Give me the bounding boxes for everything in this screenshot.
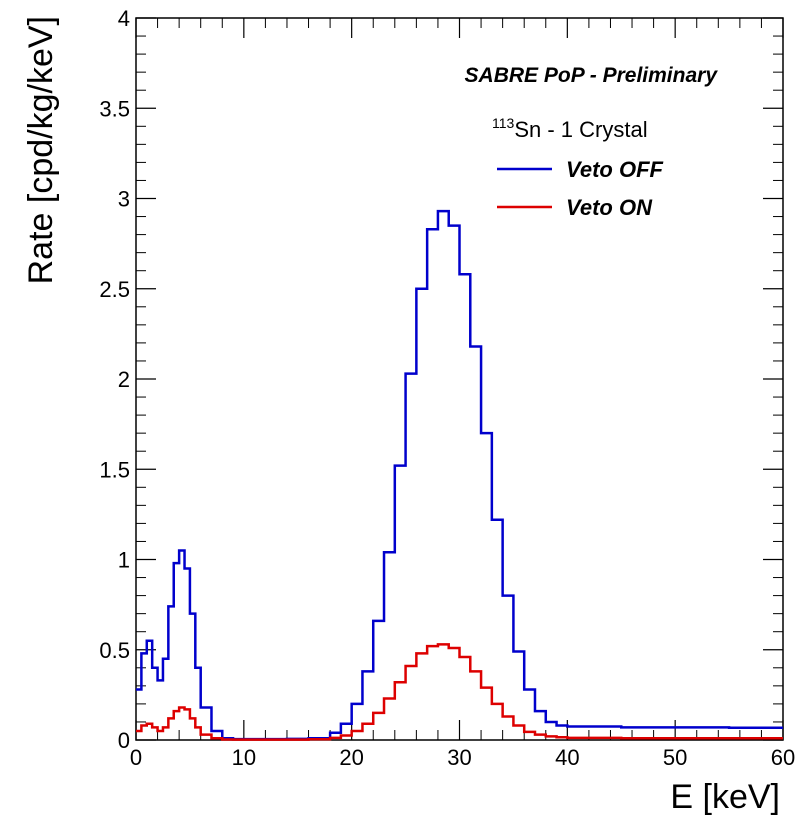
x-tick-label: 0 xyxy=(130,745,142,770)
legend: Veto OFF Veto ON xyxy=(497,157,664,220)
plot-frame xyxy=(135,17,784,741)
y-tick-label: 3 xyxy=(118,187,130,212)
legend-label-veto-off: Veto OFF xyxy=(566,157,664,182)
chart-title: SABRE PoP - Preliminary xyxy=(465,64,719,87)
x-tick-label: 20 xyxy=(339,745,363,770)
x-tick-label: 50 xyxy=(663,745,687,770)
isotope-label: Sn - 1 Crystal xyxy=(514,117,647,142)
y-tick-label: 4 xyxy=(118,6,130,31)
axis-ticks xyxy=(135,17,784,741)
y-tick-label: 0 xyxy=(118,728,130,753)
series-line-veto-on xyxy=(136,643,783,741)
x-tick-label: 30 xyxy=(447,745,471,770)
series-line-veto-off xyxy=(136,209,783,741)
y-tick-label: 1.5 xyxy=(99,457,130,482)
y-tick-label: 2.5 xyxy=(99,277,130,302)
tick-labels: 0 10 20 30 40 50 60 0 0.5 1 1.5 2 2.5 3 3.5 4 xyxy=(99,6,795,770)
legend-label-veto-on: Veto ON xyxy=(566,195,653,220)
x-tick-label: 60 xyxy=(771,745,795,770)
x-axis-title: E [keV] xyxy=(670,778,780,816)
y-axis-title: Rate [cpd/kg/keV] xyxy=(22,16,60,284)
isotope-mass-number: 113 xyxy=(492,115,515,131)
x-tick-label: 10 xyxy=(232,745,256,770)
x-tick-label: 40 xyxy=(555,745,579,770)
y-tick-label: 2 xyxy=(118,367,130,392)
series-lines xyxy=(136,209,783,741)
source-annotation: 113Sn - 1 Crystal xyxy=(492,115,648,142)
plot-border xyxy=(135,17,784,741)
y-tick-label: 3.5 xyxy=(99,96,130,121)
y-tick-label: 1 xyxy=(118,548,130,573)
y-tick-label: 0.5 xyxy=(99,638,130,663)
